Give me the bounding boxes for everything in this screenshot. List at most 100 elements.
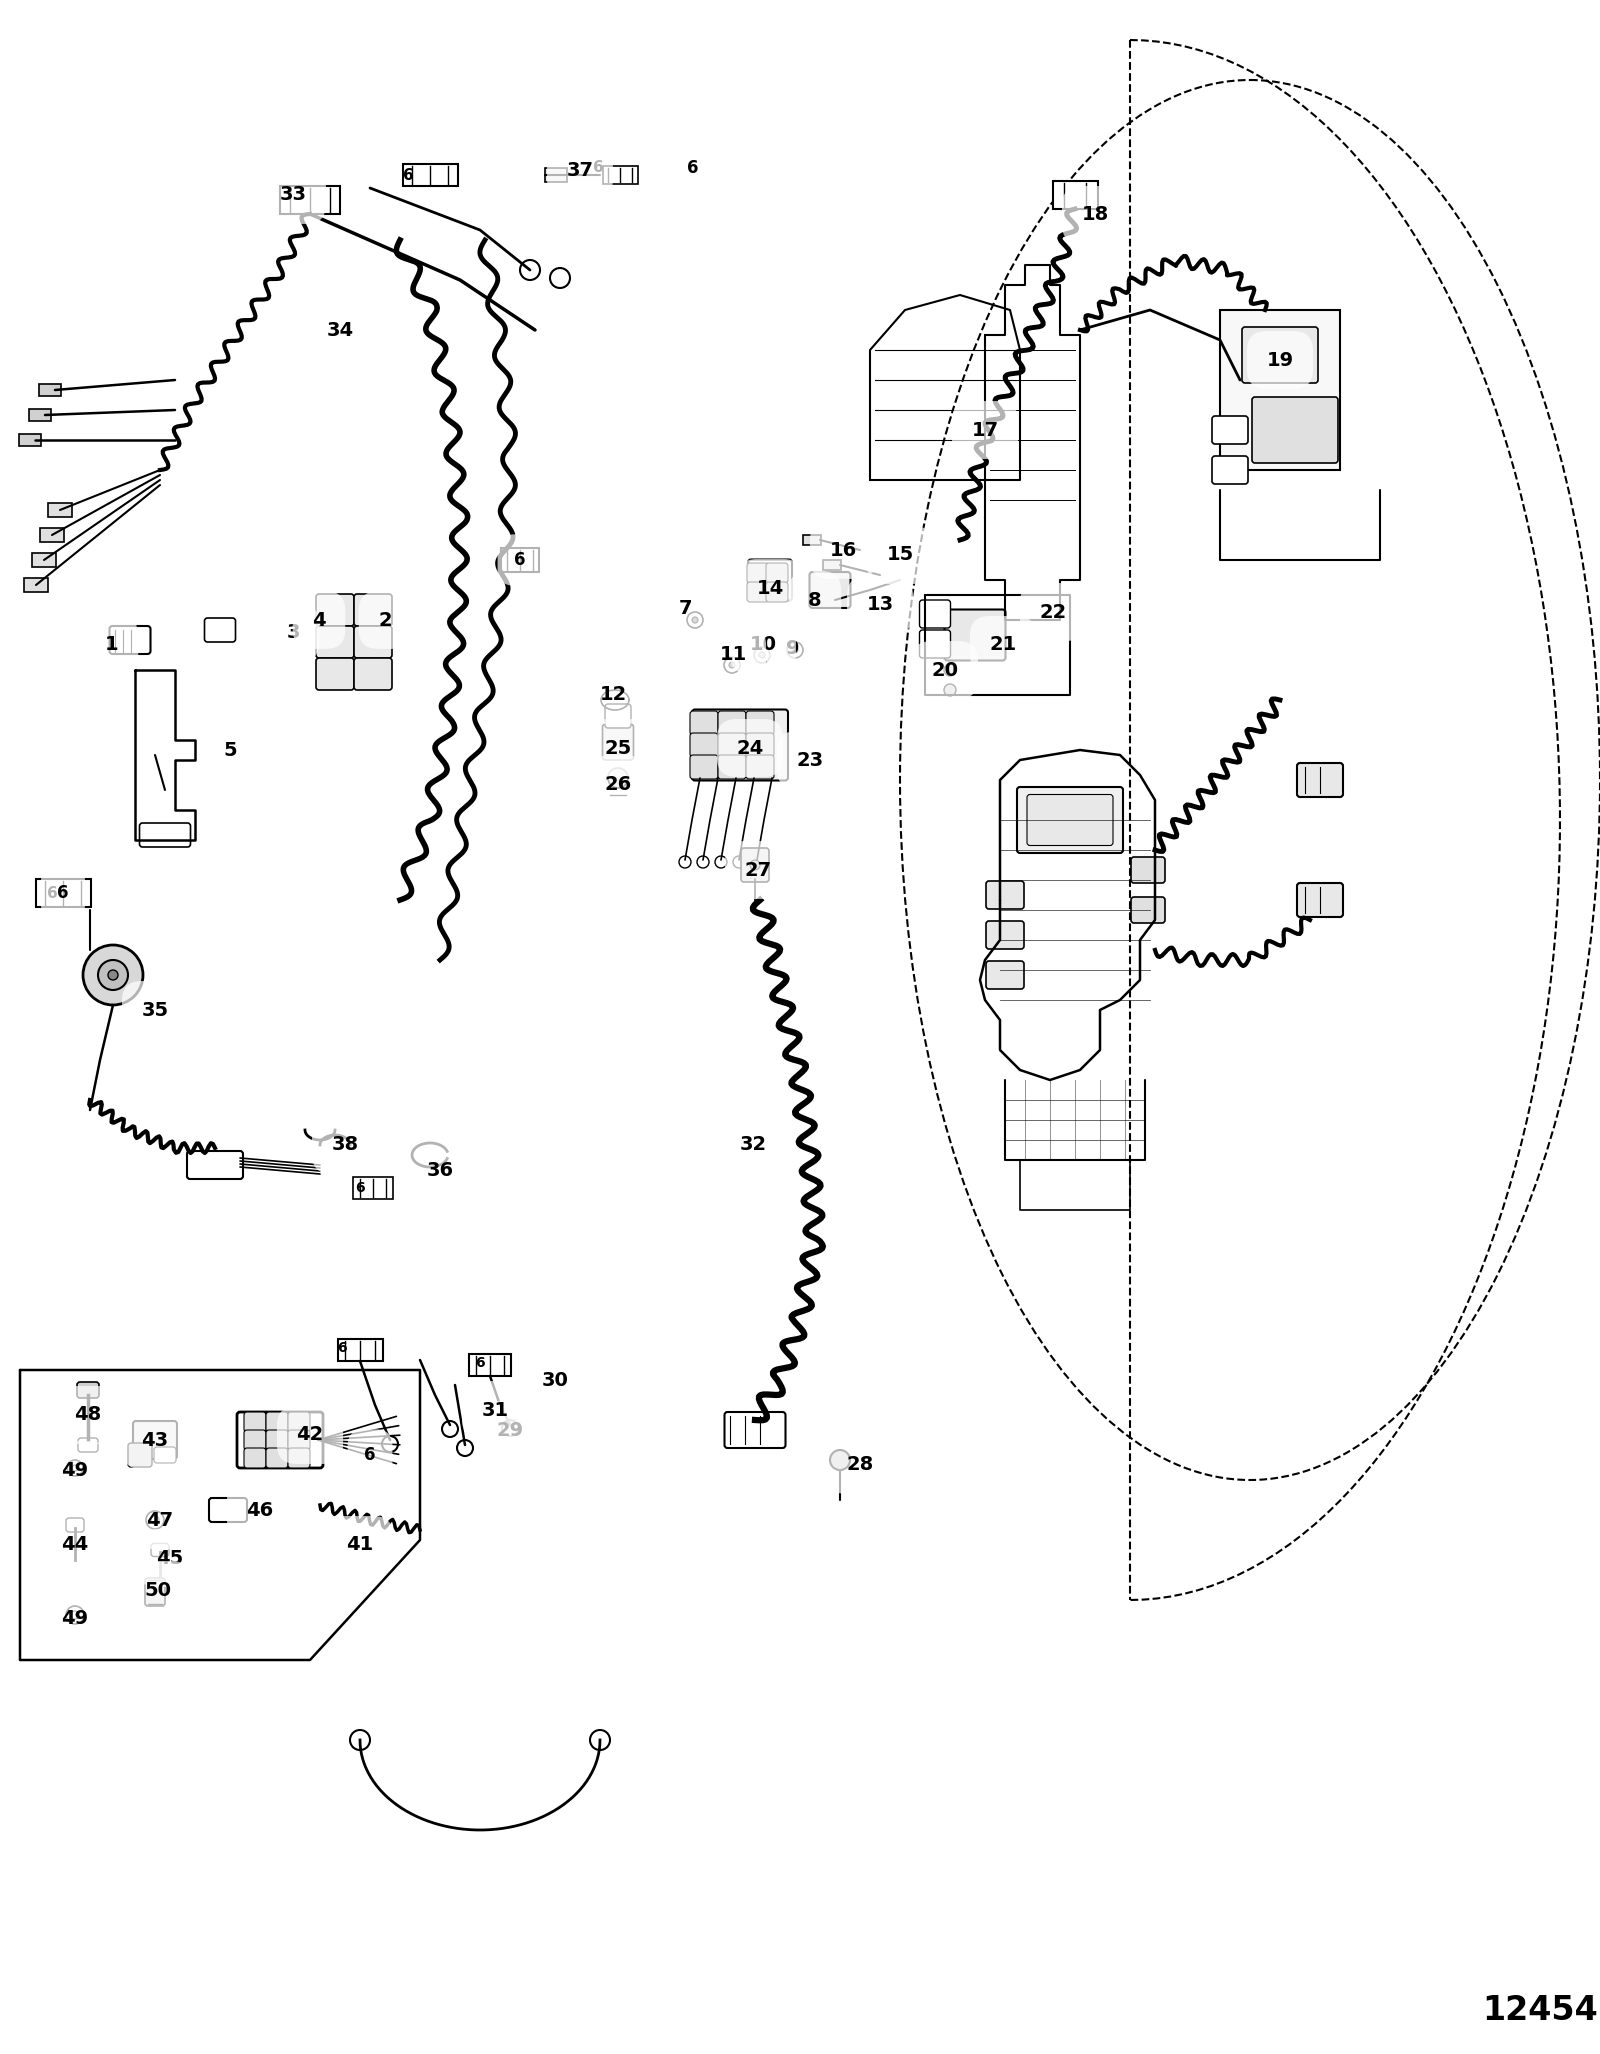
FancyBboxPatch shape <box>746 711 774 735</box>
FancyBboxPatch shape <box>603 723 634 760</box>
Bar <box>338 1339 382 1362</box>
Bar <box>40 528 64 542</box>
Text: 2: 2 <box>378 610 392 629</box>
FancyBboxPatch shape <box>354 657 392 690</box>
FancyBboxPatch shape <box>1213 417 1248 444</box>
Text: 6: 6 <box>403 168 413 183</box>
Text: 18: 18 <box>1082 205 1109 224</box>
Bar <box>29 409 51 421</box>
FancyBboxPatch shape <box>266 1411 288 1432</box>
FancyBboxPatch shape <box>1242 327 1318 382</box>
Text: 29: 29 <box>496 1421 523 1440</box>
Bar <box>1221 310 1341 470</box>
FancyBboxPatch shape <box>1251 396 1338 462</box>
Circle shape <box>678 857 691 869</box>
Bar <box>403 164 458 187</box>
Text: 37: 37 <box>566 160 594 179</box>
Circle shape <box>750 861 760 871</box>
Text: 11: 11 <box>720 645 747 665</box>
FancyBboxPatch shape <box>139 824 190 846</box>
Text: 30: 30 <box>541 1370 568 1389</box>
Circle shape <box>944 663 957 676</box>
Bar <box>280 187 339 214</box>
FancyBboxPatch shape <box>237 1411 323 1469</box>
Text: 34: 34 <box>326 320 354 339</box>
FancyBboxPatch shape <box>690 733 718 758</box>
Text: 45: 45 <box>157 1549 184 1567</box>
FancyBboxPatch shape <box>1298 883 1342 916</box>
Text: 6: 6 <box>338 1341 347 1356</box>
FancyBboxPatch shape <box>288 1430 310 1450</box>
Text: 46: 46 <box>246 1501 274 1520</box>
FancyBboxPatch shape <box>605 705 630 727</box>
Bar <box>32 553 56 567</box>
FancyBboxPatch shape <box>243 1430 266 1450</box>
FancyBboxPatch shape <box>766 563 787 583</box>
Text: 17: 17 <box>971 421 998 440</box>
FancyBboxPatch shape <box>986 961 1024 988</box>
Text: 6: 6 <box>514 550 526 569</box>
Circle shape <box>730 661 734 668</box>
FancyBboxPatch shape <box>690 711 718 735</box>
Circle shape <box>686 612 702 629</box>
FancyBboxPatch shape <box>718 711 746 735</box>
Text: 38: 38 <box>331 1136 358 1154</box>
FancyBboxPatch shape <box>747 581 770 602</box>
Text: 24: 24 <box>736 739 763 758</box>
Text: 10: 10 <box>749 635 776 655</box>
Bar <box>1053 181 1098 210</box>
Circle shape <box>608 768 627 789</box>
FancyBboxPatch shape <box>210 1497 246 1522</box>
Text: 6: 6 <box>355 1181 365 1195</box>
Circle shape <box>520 261 541 279</box>
Text: 25: 25 <box>605 739 632 758</box>
Text: 12: 12 <box>600 686 627 705</box>
Bar <box>501 548 539 571</box>
FancyBboxPatch shape <box>354 626 392 657</box>
Circle shape <box>382 1436 398 1452</box>
Text: 6: 6 <box>475 1356 485 1370</box>
Circle shape <box>750 857 763 869</box>
Circle shape <box>67 1460 83 1477</box>
FancyBboxPatch shape <box>78 1438 98 1452</box>
Text: 50: 50 <box>144 1580 171 1600</box>
Circle shape <box>458 1440 474 1456</box>
FancyBboxPatch shape <box>986 881 1024 910</box>
FancyBboxPatch shape <box>725 1411 786 1448</box>
FancyBboxPatch shape <box>243 1411 266 1432</box>
Text: 48: 48 <box>74 1405 102 1425</box>
FancyBboxPatch shape <box>109 626 150 653</box>
Text: 27: 27 <box>744 861 771 879</box>
Circle shape <box>830 1450 850 1471</box>
Bar <box>38 384 61 396</box>
Text: 5: 5 <box>222 741 237 760</box>
Text: 33: 33 <box>280 185 307 205</box>
Circle shape <box>550 267 570 288</box>
Text: 6: 6 <box>58 883 69 902</box>
Text: 20: 20 <box>931 661 958 680</box>
FancyBboxPatch shape <box>266 1448 288 1469</box>
Bar <box>354 1177 394 1200</box>
Text: 19: 19 <box>1267 351 1293 370</box>
FancyBboxPatch shape <box>920 631 950 657</box>
Text: 31: 31 <box>482 1401 509 1419</box>
Bar <box>469 1354 510 1376</box>
FancyBboxPatch shape <box>77 1382 99 1399</box>
FancyBboxPatch shape <box>746 756 774 778</box>
FancyBboxPatch shape <box>288 1411 310 1432</box>
FancyBboxPatch shape <box>266 1430 288 1450</box>
Text: 44: 44 <box>61 1536 88 1555</box>
FancyBboxPatch shape <box>1131 857 1165 883</box>
FancyBboxPatch shape <box>986 920 1024 949</box>
Text: 35: 35 <box>141 1000 168 1019</box>
Text: 41: 41 <box>346 1536 374 1555</box>
Text: 16: 16 <box>829 540 856 559</box>
Text: 12454: 12454 <box>1482 1994 1598 2027</box>
FancyBboxPatch shape <box>746 733 774 758</box>
Text: 6: 6 <box>46 885 58 900</box>
Bar <box>822 561 842 571</box>
Circle shape <box>150 1516 158 1524</box>
FancyBboxPatch shape <box>810 571 851 608</box>
FancyBboxPatch shape <box>150 1543 170 1557</box>
FancyBboxPatch shape <box>317 626 354 657</box>
